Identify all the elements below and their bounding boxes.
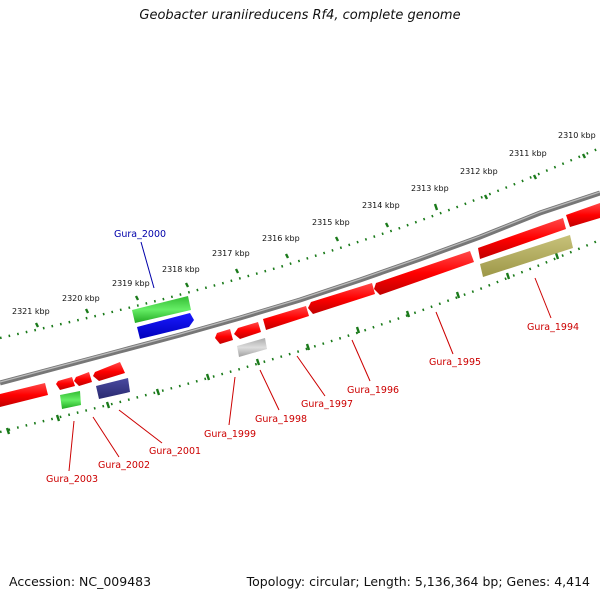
gene-label-gura-2003[interactable]: Gura_2003 (46, 474, 98, 485)
inner-scale-track (0, 238, 600, 434)
gene-label-gura-2000[interactable]: Gura_2000 (114, 229, 166, 240)
cds-gura-1997[interactable] (308, 283, 375, 314)
leader-gura-1994 (534, 277, 552, 319)
cds-far-right[interactable] (566, 203, 600, 227)
cds-gura-2001[interactable] (93, 362, 125, 381)
kbp-label-2317: 2317 kbp (212, 249, 250, 258)
cds-gura-1998[interactable] (263, 306, 309, 330)
cds-gura-2002[interactable] (74, 372, 92, 386)
backbone-line (0, 190, 600, 386)
gene-label-gura-1999[interactable]: Gura_1999 (204, 429, 256, 440)
kbp-label-2316: 2316 kbp (262, 234, 300, 243)
leader-gura-1995 (435, 311, 454, 355)
kbp-label-2315: 2315 kbp (312, 218, 350, 227)
genome-summary-text: Topology: circular; Length: 5,136,364 bp… (246, 574, 590, 589)
kbp-label-2312: 2312 kbp (460, 167, 498, 176)
kbp-label-2314: 2314 kbp (362, 201, 400, 210)
kbp-label-2318: 2318 kbp (162, 265, 200, 274)
leader-gura-1999 (228, 376, 236, 426)
kbp-label-2310: 2310 kbp (558, 131, 596, 140)
cds-gura-1999-b[interactable] (215, 329, 233, 344)
accession-text: Accession: NC_009483 (9, 574, 152, 589)
leader-gura-1997 (296, 355, 326, 397)
olive-feature[interactable] (480, 235, 573, 277)
gene-label-gura-1995[interactable]: Gura_1995 (429, 357, 481, 368)
kbp-label-2319: 2319 kbp (112, 279, 150, 288)
kbp-label-2321: 2321 kbp (12, 307, 50, 316)
outer-major-ticks (34, 153, 587, 328)
kbp-label-2311: 2311 kbp (509, 149, 547, 158)
gray-feature[interactable] (237, 338, 267, 357)
scale-labels: 2310 kbp 2311 kbp 2312 kbp 2313 kbp 2314… (12, 131, 596, 316)
cds-far-left[interactable] (0, 383, 48, 407)
navy-feature[interactable] (96, 378, 130, 399)
gene-label-gura-1994[interactable]: Gura_1994 (527, 322, 579, 333)
green-feature-upper[interactable] (132, 296, 191, 323)
gene-label-gura-1998[interactable]: Gura_1998 (255, 414, 307, 425)
cds-gura-1996[interactable] (374, 251, 474, 295)
forward-strand-features (0, 203, 600, 407)
kbp-label-2320: 2320 kbp (62, 294, 100, 303)
gene-label-gura-1996[interactable]: Gura_1996 (347, 385, 399, 396)
green-feature-lower[interactable] (60, 391, 81, 409)
gene-labels: Gura_1994 Gura_1995 Gura_1996 Gura_1997 … (46, 229, 579, 485)
gene-label-gura-2001[interactable]: Gura_2001 (149, 446, 201, 457)
gene-label-gura-2002[interactable]: Gura_2002 (98, 460, 150, 471)
cds-gura-1995-rect[interactable] (478, 218, 566, 259)
leader-gura-2000 (140, 241, 155, 289)
blue-feature[interactable] (137, 313, 194, 339)
leader-gura-2002 (92, 416, 120, 458)
leader-gura-1998 (259, 369, 280, 411)
inner-major-ticks (5, 252, 560, 435)
gene-label-gura-1997[interactable]: Gura_1997 (301, 399, 353, 410)
kbp-label-2313: 2313 kbp (411, 184, 449, 193)
leader-lines (68, 241, 552, 472)
map-title: Geobacter uraniireducens Rf4, complete g… (139, 8, 461, 23)
leader-gura-1996 (351, 339, 371, 382)
cds-gura-2003[interactable] (56, 377, 75, 390)
cds-gura-1999-a[interactable] (234, 322, 261, 339)
other-features (60, 235, 573, 409)
leader-gura-2003 (68, 420, 75, 472)
leader-gura-2001 (118, 409, 163, 444)
